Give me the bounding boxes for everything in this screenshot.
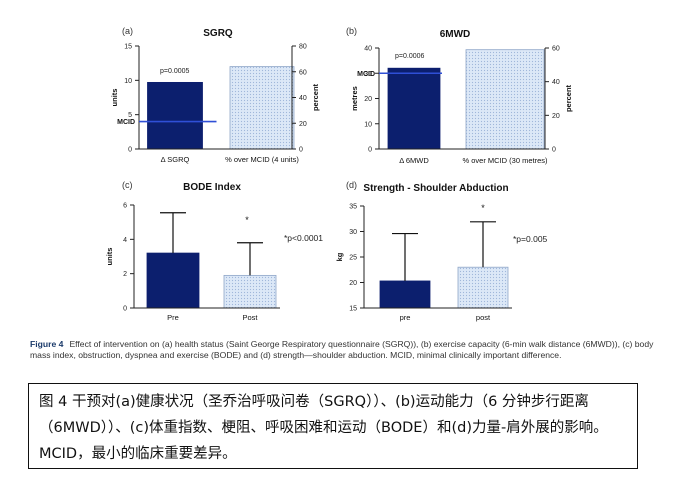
- mcid-label: MCID: [117, 119, 135, 126]
- bar-1: [146, 252, 200, 309]
- left-tick-label-0: 0: [123, 306, 127, 313]
- panel-label: (d): [346, 180, 357, 190]
- panel-label: (a): [122, 26, 133, 36]
- category-label-2: % over MCID (4 units): [225, 155, 299, 164]
- right-tick-label-0: 0: [552, 147, 556, 154]
- category-label-2: post: [476, 313, 491, 322]
- left-tick-label-3: 15: [124, 44, 132, 51]
- bar-1: [387, 67, 441, 150]
- left-tick-label-2: 20: [364, 96, 372, 103]
- category-label-1: Δ SGRQ: [161, 155, 190, 164]
- left-tick-label-3: 6: [123, 203, 127, 210]
- right-tick-label-1: 20: [299, 121, 307, 128]
- left-axis-label: units: [105, 248, 114, 266]
- mcid-label: MCID: [357, 71, 375, 78]
- left-axis-label: units: [110, 89, 119, 107]
- panel-label: (b): [346, 26, 357, 36]
- bar-1: [147, 81, 203, 150]
- p-value-annotation: p=0.0006: [395, 53, 424, 60]
- bar-2: [223, 274, 277, 309]
- left-tick-label-3: 30: [364, 71, 372, 78]
- right-tick-label-3: 60: [299, 69, 307, 76]
- chart-panel-2: (b) 6MWD Δ 6MWD % over MCID (30 metres) 0 10 2…: [346, 26, 573, 165]
- category-label-1: Δ 6MWD: [399, 156, 429, 165]
- left-tick-label-2: 10: [124, 78, 132, 85]
- figure-caption: Figure 4 Effect of intervention on (a) he…: [30, 339, 662, 361]
- right-tick-label-0: 0: [299, 147, 303, 154]
- category-label-2: % over MCID (30 metres): [462, 156, 548, 165]
- bar-2: [465, 49, 545, 150]
- category-label-2: Post: [242, 313, 258, 322]
- bar-2: [457, 266, 509, 309]
- chart-title: BODE Index: [183, 182, 241, 193]
- left-tick-label-2: 25: [349, 255, 357, 262]
- left-tick-label-0: 0: [128, 147, 132, 154]
- chart-panel-4: (d) Strength - Shoulder Abduction pre post 1…: [335, 180, 548, 322]
- chart-title: 6MWD: [440, 29, 471, 40]
- figure-label: Figure 4: [30, 339, 64, 349]
- bar-2: [229, 66, 295, 150]
- left-tick-label-1: 5: [128, 112, 132, 119]
- p-value-annotation: p=0.0005: [160, 68, 189, 75]
- left-tick-label-2: 4: [123, 237, 127, 244]
- left-axis-label: metres: [350, 86, 359, 111]
- bar-1: [379, 280, 431, 309]
- right-tick-label-2: 40: [552, 79, 560, 86]
- right-axis-label: percent: [311, 83, 320, 111]
- chart-panel-3: (c) BODE Index Pre Post 0 2 4 6 units * *p<0.0001: [105, 180, 323, 322]
- significance-star: *: [245, 215, 249, 225]
- right-tick-label-2: 40: [299, 95, 307, 102]
- chinese-caption-box: 图 4 干预对(a)健康状况（圣乔治呼吸问卷（SGRQ））、(b)运动能力（6 …: [28, 383, 638, 469]
- right-tick-label-4: 80: [299, 44, 307, 51]
- chinese-caption-text: 图 4 干预对(a)健康状况（圣乔治呼吸问卷（SGRQ））、(b)运动能力（6 …: [39, 394, 608, 462]
- significance-star: *: [481, 203, 485, 213]
- left-tick-label-1: 2: [123, 271, 127, 278]
- chart-title: SGRQ: [203, 28, 233, 39]
- left-axis-label: kg: [335, 252, 344, 261]
- left-tick-label-0: 15: [349, 306, 357, 313]
- chart-title: Strength - Shoulder Abduction: [363, 183, 508, 194]
- right-tick-label-1: 20: [552, 113, 560, 120]
- category-label-1: Pre: [167, 313, 179, 322]
- left-tick-label-1: 10: [364, 121, 372, 128]
- right-tick-label-3: 60: [552, 46, 560, 53]
- left-tick-label-0: 0: [368, 147, 372, 154]
- left-tick-label-1: 20: [349, 280, 357, 287]
- right-axis-label: percent: [564, 84, 573, 112]
- panel-label: (c): [122, 180, 133, 190]
- left-tick-label-3: 30: [349, 229, 357, 236]
- left-tick-label-4: 35: [349, 204, 357, 211]
- left-tick-label-4: 40: [364, 46, 372, 53]
- figure-caption-text: Effect of intervention on (a) health sta…: [30, 339, 654, 360]
- category-label-1: pre: [400, 313, 411, 322]
- p-value-annotation: *p=0.005: [513, 234, 548, 244]
- p-value-annotation: *p<0.0001: [284, 233, 323, 243]
